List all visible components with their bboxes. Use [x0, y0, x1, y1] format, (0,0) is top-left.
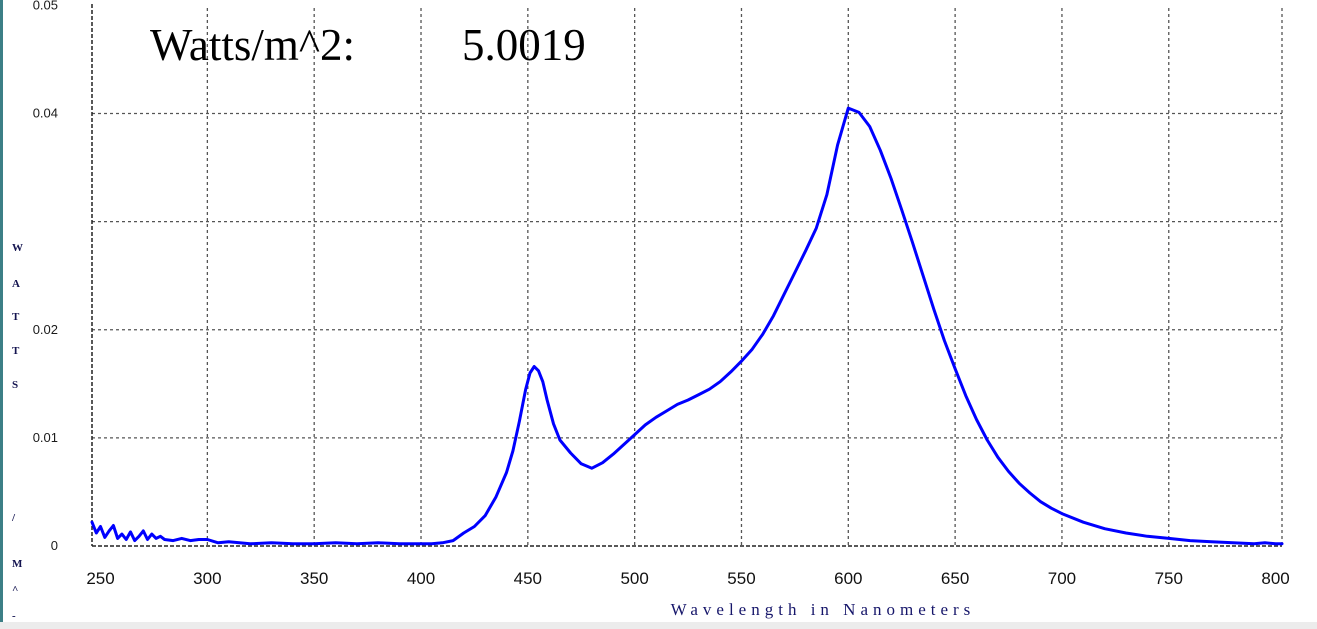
y-tick-labels: 0 0.01 0.02 0.04 0.05 — [33, 0, 58, 553]
x-tick-label: 700 — [1048, 569, 1076, 588]
y-axis-label-letter: / — [11, 512, 16, 524]
y-axis-label-letter: - — [12, 610, 16, 622]
y-tick-label: 0.04 — [33, 106, 58, 121]
x-tick-label: 800 — [1261, 569, 1289, 588]
y-axis-label-letter: A — [12, 278, 20, 290]
x-tick-labels: 250 300 350 400 450 500 550 600 650 700 750 800 — [86, 569, 1289, 588]
y-axis-label-letter: T — [12, 311, 20, 323]
y-tick-label: 0.01 — [33, 430, 58, 445]
x-tick-label: 750 — [1155, 569, 1183, 588]
irradiance-value: 5.0019 — [462, 20, 586, 70]
x-tick-label: 600 — [834, 569, 862, 588]
y-axis-label-letter: S — [12, 379, 18, 391]
x-tick-label: 650 — [941, 569, 969, 588]
x-tick-label: 550 — [727, 569, 755, 588]
grid-lines — [92, 8, 1282, 546]
y-axis-label-letter: ^ — [12, 584, 18, 596]
x-tick-label: 450 — [514, 569, 542, 588]
window-bottom-strip — [0, 622, 1317, 629]
series-line — [90, 106, 1284, 546]
x-tick-label: 350 — [300, 569, 328, 588]
x-tick-label: 500 — [620, 569, 648, 588]
y-axis-label-letter: T — [12, 345, 20, 357]
y-axis-label-letter: M — [12, 558, 23, 570]
y-axis-label-letter: W — [12, 242, 23, 254]
x-tick-label: 400 — [407, 569, 435, 588]
irradiance-label: Watts/m^2: — [150, 20, 355, 70]
window-left-border — [0, 0, 3, 629]
x-tick-label: 300 — [193, 569, 221, 588]
axes — [91, 4, 1283, 547]
y-axis-label: W A T T S / M ^ - — [11, 242, 23, 622]
y-tick-label: 0.05 — [33, 0, 58, 12]
x-tick-label: 250 — [86, 569, 114, 588]
x-axis-label: Wavelength in Nanometers — [671, 600, 976, 619]
y-tick-label: 0 — [51, 538, 58, 553]
y-tick-label: 0.02 — [33, 322, 58, 337]
